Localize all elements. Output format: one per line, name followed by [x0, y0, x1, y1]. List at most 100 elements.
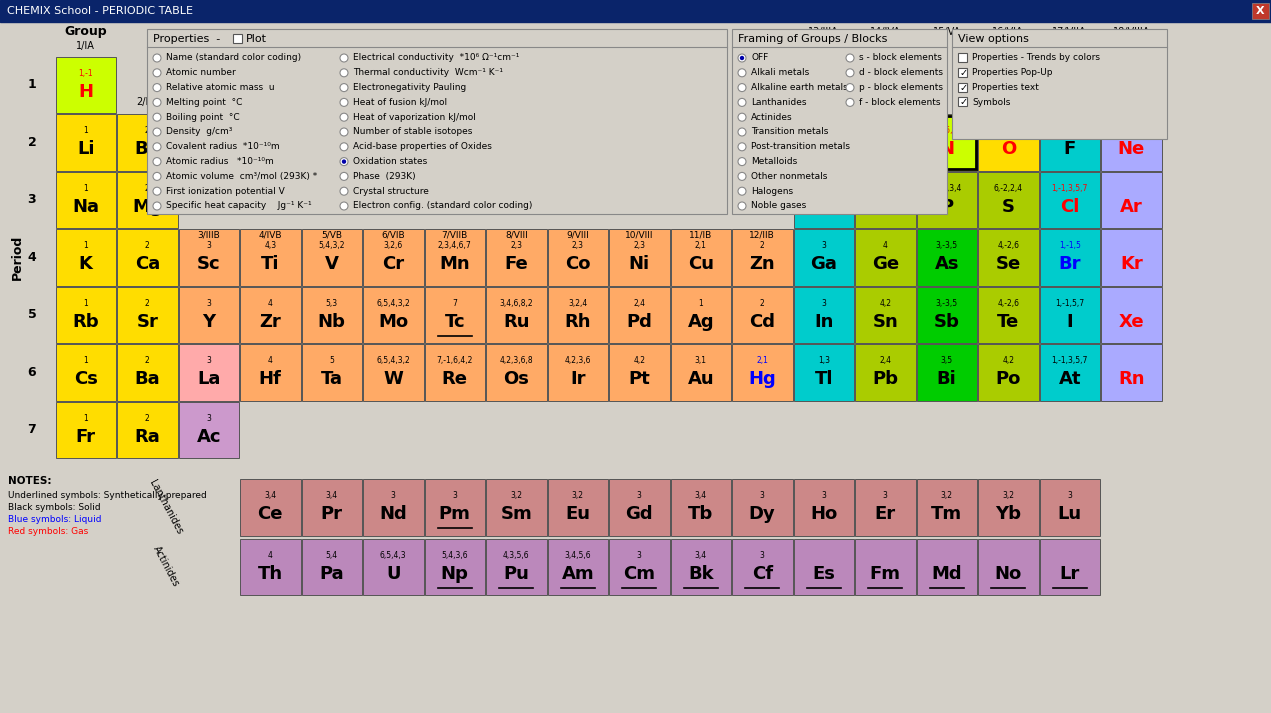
- Circle shape: [342, 160, 346, 164]
- Bar: [732, 229, 793, 285]
- Bar: [977, 538, 1038, 595]
- Text: 6,5,4,3: 6,5,4,3: [380, 551, 407, 560]
- Bar: [117, 229, 178, 285]
- Text: Plot: Plot: [247, 34, 267, 44]
- Bar: [548, 538, 608, 595]
- Circle shape: [846, 68, 854, 77]
- Text: Group: Group: [65, 26, 107, 39]
- Text: 1: 1: [84, 184, 88, 193]
- Text: Si: Si: [876, 198, 895, 215]
- Circle shape: [738, 188, 746, 195]
- Circle shape: [738, 128, 746, 136]
- Text: Er: Er: [874, 505, 896, 523]
- Text: 3: 3: [821, 126, 826, 135]
- Text: 3: 3: [1068, 491, 1073, 501]
- Bar: [916, 344, 977, 401]
- Bar: [793, 538, 854, 595]
- Bar: [178, 401, 239, 458]
- Text: 2,3,4,6,7: 2,3,4,6,7: [438, 242, 472, 250]
- Text: 3: 3: [637, 491, 642, 501]
- Text: Al: Al: [813, 198, 834, 215]
- Text: Pt: Pt: [628, 370, 651, 388]
- Circle shape: [341, 83, 348, 91]
- Bar: [732, 287, 793, 343]
- Text: 1,-1: 1,-1: [79, 69, 93, 78]
- Text: ✓: ✓: [960, 98, 967, 108]
- Text: 4,3,5,6: 4,3,5,6: [503, 551, 530, 560]
- Circle shape: [738, 202, 746, 210]
- Text: 7: 7: [28, 424, 37, 436]
- Text: Md: Md: [932, 565, 962, 583]
- Text: Eu: Eu: [566, 505, 590, 523]
- Bar: [240, 344, 300, 401]
- Text: 16/VIA: 16/VIA: [993, 27, 1024, 37]
- Text: Cf: Cf: [751, 565, 773, 583]
- Text: Sc: Sc: [197, 255, 221, 273]
- Circle shape: [153, 54, 161, 62]
- Bar: [671, 538, 731, 595]
- Bar: [240, 287, 300, 343]
- Text: 2: 2: [760, 242, 765, 250]
- Circle shape: [738, 98, 746, 106]
- Text: 3,-3,5: 3,-3,5: [935, 242, 958, 250]
- Text: 6,5,4,3,2: 6,5,4,3,2: [376, 356, 411, 366]
- Bar: [425, 344, 486, 401]
- Text: Specific heat capacity    Jg⁻¹ K⁻¹: Specific heat capacity Jg⁻¹ K⁻¹: [167, 202, 311, 210]
- Text: ✓: ✓: [960, 83, 967, 93]
- Circle shape: [153, 188, 161, 195]
- Text: Electrical conductivity  *10⁶ Ω⁻¹cm⁻¹: Electrical conductivity *10⁶ Ω⁻¹cm⁻¹: [353, 53, 520, 63]
- Text: C: C: [878, 140, 892, 158]
- Text: Np: Np: [441, 565, 469, 583]
- Text: S: S: [1002, 198, 1014, 215]
- Bar: [548, 287, 608, 343]
- Bar: [233, 34, 241, 43]
- Bar: [855, 229, 915, 285]
- Text: Atomic volume  cm³/mol (293K) *: Atomic volume cm³/mol (293K) *: [167, 172, 318, 181]
- Bar: [793, 287, 854, 343]
- Text: La: La: [197, 370, 220, 388]
- Circle shape: [846, 54, 854, 62]
- Text: P: P: [941, 198, 953, 215]
- Text: Bk: Bk: [688, 565, 713, 583]
- Bar: [56, 56, 116, 113]
- Text: Pa: Pa: [319, 565, 344, 583]
- Text: Properties text: Properties text: [972, 83, 1038, 92]
- Text: 2,3: 2,3: [633, 242, 646, 250]
- Bar: [793, 172, 854, 228]
- Text: 2,3: 2,3: [510, 242, 522, 250]
- Bar: [56, 229, 116, 285]
- Text: Ne: Ne: [1117, 140, 1145, 158]
- Bar: [671, 229, 731, 285]
- Bar: [364, 538, 423, 595]
- Bar: [486, 287, 547, 343]
- Bar: [916, 287, 977, 343]
- Text: Mg: Mg: [132, 198, 163, 215]
- Text: Bi: Bi: [937, 370, 957, 388]
- Text: 2: 2: [145, 126, 150, 135]
- Text: 3,4: 3,4: [695, 491, 707, 501]
- Bar: [56, 401, 116, 458]
- Text: Se: Se: [995, 255, 1021, 273]
- Text: Hf: Hf: [259, 370, 282, 388]
- Text: Fe: Fe: [505, 255, 529, 273]
- Text: Cs: Cs: [74, 370, 98, 388]
- Bar: [977, 229, 1038, 285]
- Text: Mo: Mo: [379, 312, 408, 331]
- Circle shape: [153, 68, 161, 77]
- Bar: [793, 479, 854, 535]
- Circle shape: [846, 98, 854, 106]
- Text: 3: 3: [883, 491, 887, 501]
- Text: Ni: Ni: [629, 255, 649, 273]
- Text: Ir: Ir: [569, 370, 586, 388]
- Text: Zn: Zn: [750, 255, 775, 273]
- Text: Be: Be: [135, 140, 160, 158]
- Text: Th: Th: [258, 565, 283, 583]
- Bar: [1101, 56, 1162, 113]
- Text: Pm: Pm: [438, 505, 470, 523]
- Text: Atomic number: Atomic number: [167, 68, 235, 77]
- Bar: [977, 479, 1038, 535]
- Text: Ce: Ce: [258, 505, 283, 523]
- Bar: [364, 287, 423, 343]
- Circle shape: [738, 113, 746, 121]
- Text: 1,-1,3,5,7: 1,-1,3,5,7: [1051, 184, 1088, 193]
